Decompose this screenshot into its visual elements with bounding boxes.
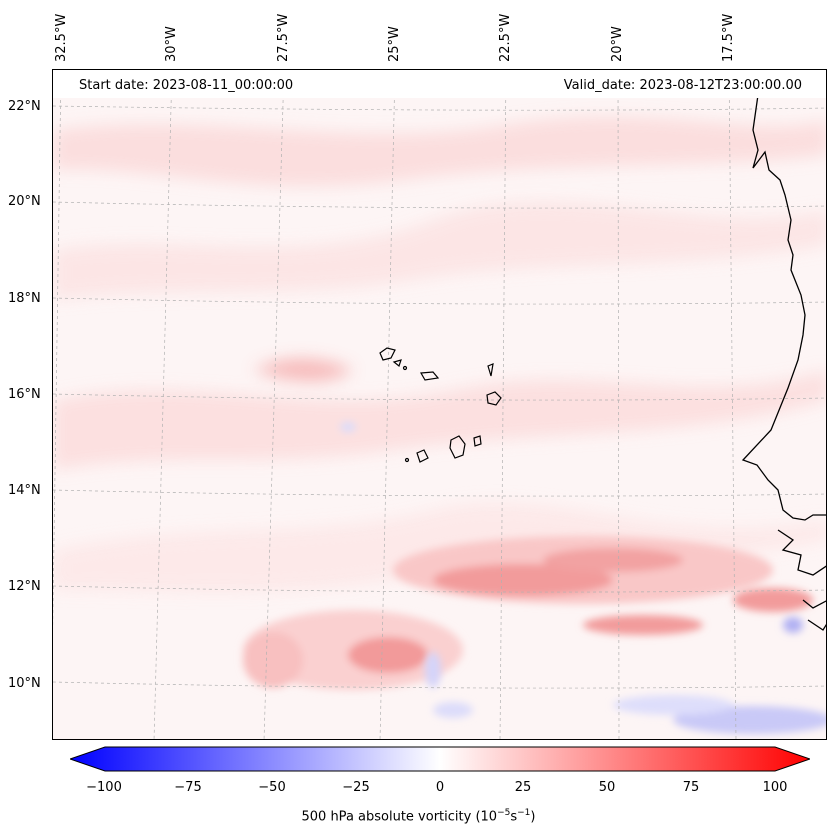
- lon-label: 30°W: [164, 26, 179, 62]
- colorbar-tick: 25: [514, 780, 532, 795]
- colorbar-label-suffix: ): [530, 809, 536, 825]
- colorbar-tick: −100: [86, 780, 122, 795]
- colorbar-label-exp2: −1: [517, 808, 531, 818]
- header-bar: Start date: 2023-08-11_00:00:00 Valid_da…: [53, 70, 826, 98]
- vorticity-max-band: [243, 536, 813, 690]
- start-date: Start date: 2023-08-11_00:00:00: [79, 78, 294, 93]
- negative-vorticity: [340, 422, 826, 734]
- colorbar-tick: 50: [598, 780, 616, 795]
- colorbar: [68, 746, 812, 772]
- lon-label: 32.5°W: [54, 13, 69, 62]
- lat-label: 20°N: [8, 194, 41, 209]
- colorbar-tick: −25: [342, 780, 370, 795]
- lon-label: 22.5°W: [498, 13, 513, 62]
- lon-label: 25°W: [387, 26, 402, 62]
- lat-label: 14°N: [8, 483, 41, 498]
- lat-label: 10°N: [8, 676, 41, 691]
- colorbar-label: 500 hPa absolute vorticity (10−5s−1): [0, 808, 837, 824]
- colorbar-label-prefix: 500 hPa absolute vorticity (10: [301, 809, 498, 825]
- map-area[interactable]: Start date: 2023-08-11_00:00:00 Valid_da…: [52, 69, 827, 740]
- colorbar-tick: 100: [762, 780, 788, 795]
- colorbar-tick: 75: [682, 780, 700, 795]
- lat-label: 18°N: [8, 291, 41, 306]
- colorbar-tick: 0: [435, 780, 445, 795]
- vorticity-field: [53, 70, 826, 739]
- lat-label: 12°N: [8, 579, 41, 594]
- lon-label: 20°W: [610, 26, 625, 62]
- graticule: [53, 70, 826, 739]
- coastline: [741, 94, 826, 631]
- colorbar-gradient: [68, 746, 812, 772]
- colorbar-label-exp1: −5: [497, 808, 511, 818]
- vorticity-shading: [53, 116, 826, 593]
- valid-date: Valid_date: 2023-08-12T23:00:00.00: [563, 78, 802, 93]
- colorbar-label-mid: s: [510, 809, 518, 825]
- colorbar-tick: −50: [258, 780, 286, 795]
- lon-label: 17.5°W: [721, 13, 736, 62]
- lat-label: 16°N: [8, 387, 41, 402]
- lon-label: 27.5°W: [276, 13, 291, 62]
- colorbar-tick: −75: [174, 780, 202, 795]
- lat-label: 22°N: [8, 99, 41, 114]
- islands: [379, 347, 502, 463]
